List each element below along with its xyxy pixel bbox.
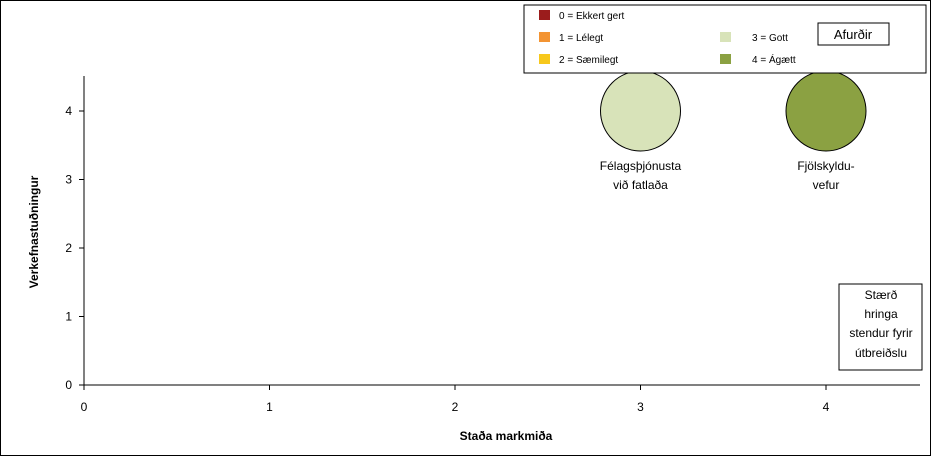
legend-swatch-2: [539, 54, 550, 64]
legend-label-3: 3 = Gott: [752, 33, 788, 44]
y-tick-label: 1: [65, 310, 72, 324]
x-tick-label: 1: [266, 400, 273, 414]
bubble-point-1: [785, 70, 867, 152]
legend-label-2: 2 = Sæmilegt: [559, 55, 618, 66]
legend-label-0: 0 = Ekkert gert: [559, 11, 625, 22]
bubble-label-0-1: við fatlaða: [613, 178, 668, 192]
legend-swatch-0: [539, 10, 550, 20]
legend-label-4: 4 = Ágætt: [752, 53, 796, 66]
bubble-point-0: [600, 70, 681, 152]
legend-label-1: 1 = Lélegt: [559, 33, 603, 44]
legend: 0 = Ekkert gert 1 = Lélegt 2 = Sæmilegt …: [523, 4, 927, 74]
x-tick-label: 4: [823, 400, 830, 414]
size-note: Stærð hringa stendur fyrir útbreiðslu: [838, 283, 923, 371]
y-axis: 0 1 2 3 4 Verkefnastuðningur: [27, 76, 85, 392]
y-tick-label: 4: [65, 104, 72, 118]
y-tick-label: 3: [65, 173, 72, 187]
size-note-line-2: stendur fyrir: [849, 326, 912, 340]
x-tick-label: 3: [637, 400, 644, 414]
legend-title-box: [817, 22, 890, 46]
x-tick-label: 2: [452, 400, 459, 414]
x-tick-label: 0: [81, 400, 88, 414]
legend-title: Afurðir: [834, 27, 873, 42]
y-tick-label: 2: [65, 241, 72, 255]
bubble-label-0-0: Félagsþjónusta: [600, 159, 682, 173]
x-axis-title: Staða markmiða: [460, 429, 553, 443]
size-note-box: [838, 283, 923, 371]
x-axis: 0 1 2 3 4 Staða markmiða: [81, 384, 920, 443]
legend-swatch-4: [720, 54, 731, 64]
legend-swatch-3: [720, 32, 731, 42]
y-axis-ticks: 0 1 2 3 4: [65, 104, 84, 392]
y-tick-label: 0: [65, 378, 72, 392]
legend-swatch-1: [539, 32, 550, 42]
x-axis-ticks: 0 1 2 3 4: [81, 385, 830, 414]
size-note-line-1: hringa: [864, 307, 898, 321]
size-note-line-0: Stærð: [865, 288, 898, 302]
y-axis-title: Verkefnastuðningur: [27, 175, 41, 288]
bubble-label-1-1: vefur: [813, 178, 840, 192]
bubble-series: Félagsþjónusta við fatlaða Fjölskyldu-vefu…: [600, 70, 867, 192]
size-note-line-3: útbreiðslu: [855, 346, 907, 360]
bubble-label-1-0: Fjölskyldu-: [797, 159, 854, 173]
